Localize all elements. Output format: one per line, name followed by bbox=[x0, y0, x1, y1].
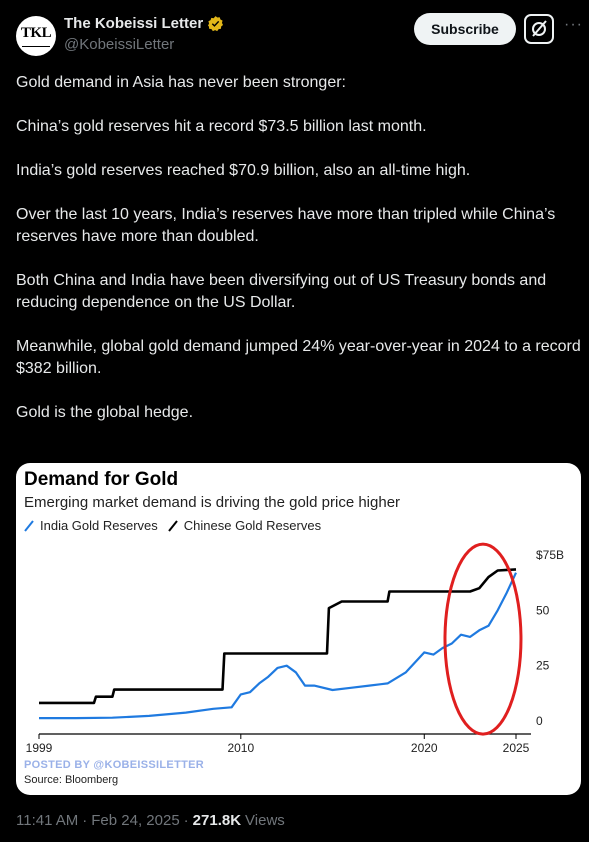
tweet-header: TKL The Kobeissi Letter @KobeissiLetter … bbox=[16, 12, 582, 60]
chart-subtitle: Emerging market demand is driving the go… bbox=[24, 494, 401, 511]
views-label: Views bbox=[245, 812, 285, 829]
chart-image-card[interactable]: Demand for Gold Emerging market demand i… bbox=[16, 463, 581, 795]
tweet-footer: 11:41 AM · Feb 24, 2025 · 271.8K Views bbox=[16, 812, 285, 829]
slash-box-icon bbox=[532, 20, 547, 37]
chart-title: Demand for Gold bbox=[24, 469, 179, 490]
x-tick-label: 1999 bbox=[26, 741, 53, 755]
tweet-time[interactable]: 11:41 AM bbox=[16, 812, 79, 829]
footer-separator: · bbox=[183, 812, 189, 829]
avatar-logo-text: TKL bbox=[20, 25, 52, 41]
tweet-body: Gold demand in Asia has never been stron… bbox=[16, 72, 581, 424]
x-tick-label: 2020 bbox=[411, 741, 438, 755]
author-handle[interactable]: @KobeissiLetter bbox=[64, 36, 175, 53]
grok-button[interactable] bbox=[524, 14, 554, 44]
tweet-paragraph: Gold is the global hedge. bbox=[16, 404, 194, 421]
avatar[interactable]: TKL bbox=[16, 16, 56, 56]
verified-badge-icon bbox=[208, 16, 224, 32]
more-options-icon[interactable]: ··· bbox=[564, 16, 583, 33]
chart-legend: India Gold Reserves Chinese Gold Reserve… bbox=[24, 518, 331, 533]
legend-item-china: Chinese Gold Reserves bbox=[168, 518, 321, 533]
tweet-paragraph: Both China and India have been diversify… bbox=[16, 272, 547, 311]
subscribe-button[interactable]: Subscribe bbox=[414, 13, 516, 45]
avatar-logo-line bbox=[22, 46, 50, 47]
series-line-china bbox=[39, 568, 517, 705]
y-tick-label: 25 bbox=[536, 659, 550, 673]
y-tick-label: 50 bbox=[536, 603, 550, 617]
legend-label-china: Chinese Gold Reserves bbox=[183, 518, 322, 533]
tweet-paragraph: Meanwhile, global gold demand jumped 24%… bbox=[16, 338, 581, 377]
chart-source: Source: Bloomberg bbox=[24, 774, 119, 786]
tweet-paragraph: Gold demand in Asia has never been stron… bbox=[16, 74, 346, 91]
author-name-row: The Kobeissi Letter bbox=[64, 15, 224, 32]
legend-slash-black-icon bbox=[168, 519, 178, 532]
highlight-ellipse bbox=[443, 542, 523, 736]
x-tick-label: 2025 bbox=[503, 741, 530, 755]
chart-watermark: POSTED BY @KOBEISSILETTER bbox=[24, 759, 204, 771]
y-tick-label: 0 bbox=[536, 714, 543, 728]
footer-separator: · bbox=[82, 812, 88, 829]
series-line-india bbox=[39, 572, 517, 720]
tweet-paragraph: India’s gold reserves reached $70.9 bill… bbox=[16, 162, 471, 179]
views-count[interactable]: 271.8K bbox=[192, 812, 242, 829]
x-tick-label: 2010 bbox=[227, 741, 254, 755]
legend-label-india: India Gold Reserves bbox=[40, 518, 158, 533]
tweet-paragraph: Over the last 10 years, India’s reserves… bbox=[16, 206, 556, 245]
author-name[interactable]: The Kobeissi Letter bbox=[64, 15, 204, 32]
tweet-paragraph: China’s gold reserves hit a record $73.5… bbox=[16, 118, 427, 135]
y-tick-label: $75B bbox=[536, 548, 564, 562]
legend-item-india: India Gold Reserves bbox=[24, 518, 158, 533]
legend-slash-blue-icon bbox=[24, 519, 34, 532]
tweet-date[interactable]: Feb 24, 2025 bbox=[91, 812, 180, 829]
chart-plot: 1999 2010 2020 2025 $75B 50 25 0 bbox=[26, 542, 564, 755]
